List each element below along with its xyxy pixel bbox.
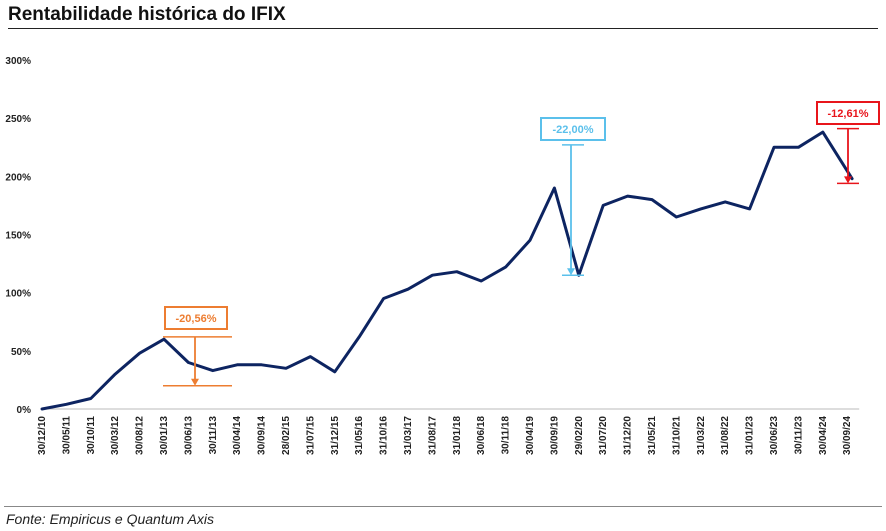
x-tick-label: 31/01/18 bbox=[452, 416, 463, 455]
x-tick-label: 29/02/20 bbox=[574, 416, 585, 455]
title-divider bbox=[8, 28, 878, 29]
x-tick-label: 30/11/13 bbox=[208, 416, 219, 455]
y-tick-label: 200% bbox=[5, 172, 31, 183]
drawdown-2024-label-box bbox=[816, 101, 880, 125]
x-tick-label: 31/12/15 bbox=[330, 416, 341, 455]
source-note: Fonte: Empiricus e Quantum Axis bbox=[6, 511, 215, 527]
y-tick-label: 250% bbox=[5, 114, 31, 125]
x-tick-label: 30/10/11 bbox=[86, 416, 97, 455]
x-tick-label: 30/04/19 bbox=[525, 416, 536, 455]
x-tick-label: 30/06/13 bbox=[183, 416, 194, 455]
drawdown-2013-label: -20,56% bbox=[176, 313, 217, 325]
drawdown-2024-label: -12,61% bbox=[828, 108, 869, 120]
x-tick-label: 30/11/18 bbox=[501, 416, 512, 455]
x-tick-label: 31/03/22 bbox=[696, 416, 707, 455]
x-tick-label: 30/06/18 bbox=[476, 416, 487, 455]
x-tick-label: 31/08/22 bbox=[720, 416, 731, 455]
x-tick-label: 31/05/16 bbox=[354, 416, 365, 455]
x-tick-label: 30/01/13 bbox=[159, 416, 170, 455]
x-tick-label: 30/03/12 bbox=[110, 416, 121, 455]
x-tick-label: 31/01/23 bbox=[745, 416, 756, 455]
x-tick-label: 30/04/14 bbox=[232, 416, 243, 455]
x-tick-label: 31/08/17 bbox=[427, 416, 438, 455]
x-tick-label: 31/03/17 bbox=[403, 416, 414, 455]
drawdown-2020-label-box bbox=[540, 117, 606, 141]
x-tick-label: 30/06/23 bbox=[769, 416, 780, 455]
x-tick-label: 31/07/15 bbox=[305, 416, 316, 455]
chart-canvas: 0% 50% 100% 150% 200% 250% 300% 30/12/10 30/05/1… bbox=[5, 56, 880, 455]
chart-title: Rentabilidade histórica do IFIX bbox=[8, 4, 286, 25]
x-tick-label: 30/11/23 bbox=[793, 416, 804, 455]
x-tick-label: 30/12/10 bbox=[37, 416, 48, 455]
y-tick-label: 100% bbox=[5, 289, 31, 300]
x-tick-label: 30/09/14 bbox=[257, 416, 268, 455]
drawdown-2013-label-box bbox=[164, 306, 228, 330]
drawdown-2020-arrow-head bbox=[567, 268, 575, 276]
y-tick-label: 0% bbox=[17, 405, 32, 416]
x-tick-label: 31/10/21 bbox=[671, 416, 682, 455]
drawdown-2020-label: -22,00% bbox=[553, 124, 594, 136]
x-tick-label: 30/09/19 bbox=[549, 416, 560, 455]
x-tick-label: 30/04/24 bbox=[818, 416, 829, 455]
footer-divider bbox=[4, 506, 882, 507]
x-tick-label: 31/10/16 bbox=[379, 416, 390, 455]
drawdown-2024-arrow-head bbox=[844, 176, 852, 184]
x-tick-label: 31/05/21 bbox=[647, 416, 658, 455]
y-tick-label: 150% bbox=[5, 231, 31, 242]
ifix-series-line bbox=[40, 130, 854, 411]
x-tick-label: 30/05/11 bbox=[61, 416, 72, 455]
x-tick-label: 30/09/24 bbox=[842, 416, 853, 455]
x-tick-label: 30/08/12 bbox=[135, 416, 146, 455]
x-tick-label: 28/02/15 bbox=[281, 416, 292, 455]
x-tick-label: 31/07/20 bbox=[598, 416, 609, 455]
x-tick-label: 31/12/20 bbox=[623, 416, 634, 455]
y-tick-label: 300% bbox=[5, 56, 31, 67]
drawdown-2013-arrow-head bbox=[191, 378, 199, 386]
y-tick-label: 50% bbox=[11, 347, 31, 358]
